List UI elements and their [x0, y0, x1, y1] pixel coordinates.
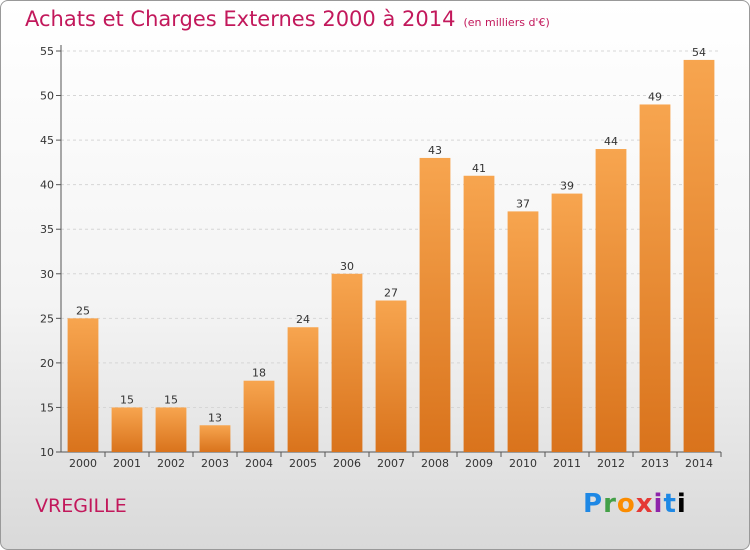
data-label: 27 — [384, 287, 398, 300]
data-label: 25 — [76, 304, 90, 317]
bars — [67, 59, 715, 453]
bar — [595, 149, 627, 452]
data-label: 37 — [516, 197, 530, 210]
data-label: 44 — [604, 135, 618, 148]
y-tick-label: 45 — [40, 134, 54, 147]
x-tick-labels: 2000 2001 2002 2003 2004 2005 2006 2007 2008 2009… — [69, 457, 713, 470]
x-tick-label: 2007 — [377, 457, 405, 470]
chart-title: Achats et Charges Externes 2000 à 2014 (e… — [25, 7, 550, 31]
y-tick-label: 55 — [40, 45, 54, 58]
x-tick-label: 2009 — [465, 457, 493, 470]
data-label: 18 — [252, 367, 266, 380]
bar — [683, 59, 715, 453]
y-tick-label: 20 — [40, 357, 54, 370]
x-tick-label: 2002 — [157, 457, 185, 470]
y-tick-label: 35 — [40, 223, 54, 236]
x-tick-label: 2001 — [113, 457, 141, 470]
chart-title-text: Achats et Charges Externes 2000 à 2014 — [25, 7, 456, 31]
data-labels: 25 15 15 13 18 24 30 27 43 41 37 39 44 49 54 — [76, 46, 706, 424]
bar — [551, 193, 583, 453]
bar — [111, 407, 143, 452]
x-tick-label: 2010 — [509, 457, 537, 470]
bar — [375, 300, 407, 452]
x-tick-label: 2003 — [201, 457, 229, 470]
data-label: 15 — [120, 393, 134, 406]
x-tick-label: 2014 — [685, 457, 713, 470]
chart-subtitle: (en milliers d'€) — [463, 16, 550, 29]
bar — [331, 273, 363, 452]
bar — [199, 425, 231, 452]
y-tick-label: 10 — [40, 446, 54, 459]
data-label: 49 — [648, 90, 662, 103]
data-label: 54 — [692, 46, 706, 59]
x-tick-label: 2004 — [245, 457, 273, 470]
y-tick-label: 15 — [40, 401, 54, 414]
y-tick-label: 50 — [40, 90, 54, 103]
bar — [639, 104, 671, 452]
x-tick-label: 2008 — [421, 457, 449, 470]
y-tick-label: 30 — [40, 268, 54, 281]
data-label: 24 — [296, 313, 310, 326]
y-tick-label: 25 — [40, 312, 54, 325]
data-label: 13 — [208, 411, 222, 424]
x-tick-label: 2000 — [69, 457, 97, 470]
bar — [419, 157, 451, 452]
x-tick-label: 2006 — [333, 457, 361, 470]
commune-name: VREGILLE — [35, 495, 127, 517]
x-tick-label: 2012 — [597, 457, 625, 470]
data-label: 30 — [340, 260, 354, 273]
bar — [463, 175, 495, 452]
data-label: 41 — [472, 162, 486, 175]
y-tick-label: 40 — [40, 179, 54, 192]
bar — [67, 318, 99, 452]
y-tick-labels: 10 15 20 25 30 35 40 45 50 55 — [40, 45, 54, 459]
x-tick-label: 2011 — [553, 457, 581, 470]
bar — [155, 407, 187, 452]
bar — [287, 327, 319, 452]
bar — [507, 211, 539, 452]
data-label: 15 — [164, 393, 178, 406]
x-tick-label: 2013 — [641, 457, 669, 470]
bar — [243, 380, 275, 452]
x-tick-label: 2005 — [289, 457, 317, 470]
brand-logo: Proxiti — [583, 489, 687, 519]
data-label: 39 — [560, 180, 574, 193]
data-label: 43 — [428, 144, 442, 157]
